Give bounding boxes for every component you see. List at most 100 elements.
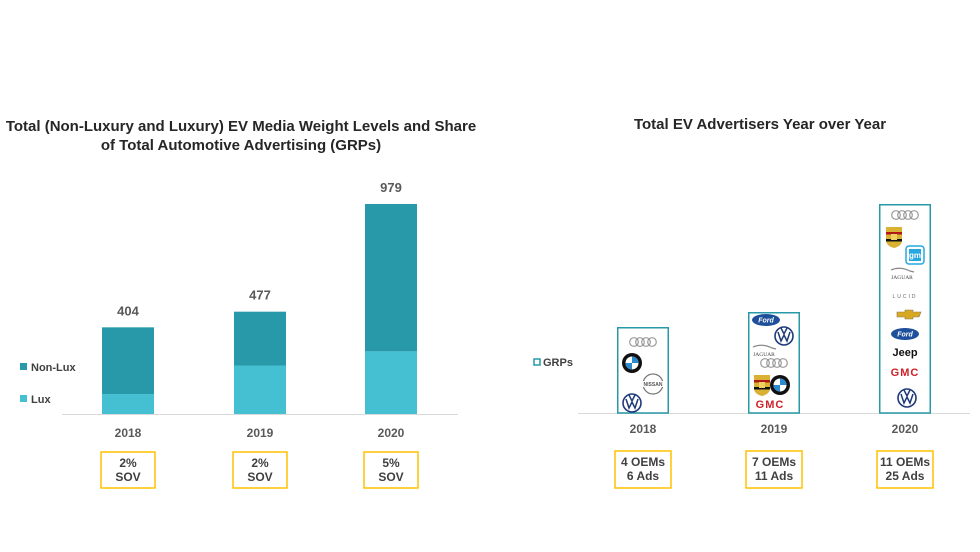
- bar-non-lux-2018: [102, 327, 154, 395]
- porsche-stripe: [886, 232, 902, 235]
- sov-percent-2019: 2%: [251, 456, 269, 470]
- porsche-logo-icon: [754, 375, 770, 396]
- jaguar-leaper: [752, 344, 777, 350]
- audi-logo-icon: [760, 358, 788, 368]
- oem-box-2020: [876, 450, 934, 489]
- oem-count-2019: 7 OEMs: [752, 455, 796, 469]
- logo-stack-2020: gm JAGUAR LUCID Ford Jeep GMC: [886, 210, 925, 408]
- porsche-stripe: [754, 387, 770, 390]
- jaguar-text: JAGUAR: [753, 352, 775, 358]
- audi-ring: [766, 358, 776, 368]
- bmw-quad: [780, 378, 787, 385]
- bar-non-lux-2019: [234, 311, 286, 366]
- left-bar-group-2019: 477 2019 2%SOV: [232, 288, 288, 489]
- advertiser-bar-2019: [748, 312, 800, 414]
- gmc-text: GMC: [891, 367, 920, 379]
- audi-ring: [647, 337, 657, 347]
- audi-ring: [903, 210, 913, 220]
- x-tick-label-2019: 2019: [247, 426, 274, 440]
- porsche-logo-icon: [886, 227, 902, 248]
- legend-label-grps: GRPs: [543, 357, 573, 369]
- left-bar-group-2018: 404 2018 2%SOV: [100, 303, 156, 489]
- audi-logo-icon: [629, 337, 657, 347]
- logo-stack-2019: Ford JAGUAR GMC: [752, 314, 794, 411]
- bmw-logo-icon: [622, 353, 642, 373]
- gmc-logo-icon: GMC: [891, 367, 920, 379]
- right-chart-title: Total EV Advertisers Year over Year: [633, 116, 887, 133]
- volkswagen-logo-icon: [622, 393, 642, 413]
- lucid-text: LUCID: [892, 294, 917, 300]
- legend-swatch-non-lux: [20, 363, 27, 370]
- x-tick-label-2019: 2019: [761, 422, 788, 436]
- oem-count-2018: 4 OEMs: [621, 455, 665, 469]
- audi-ring: [909, 210, 919, 220]
- jaguar-leaper: [890, 267, 915, 273]
- ad-count-2019: 11 Ads: [755, 469, 794, 483]
- porsche-stripe: [886, 239, 902, 242]
- bmw-quad: [625, 363, 632, 370]
- total-label-2019: 477: [249, 288, 271, 303]
- oem-count-2020: 11 OEMs: [880, 455, 930, 469]
- sov-box-2020: [363, 451, 419, 489]
- jeep-logo-icon: Jeep: [892, 347, 917, 359]
- volkswagen-logo-icon: [774, 326, 794, 346]
- legend-label-non-lux: Non-Lux: [31, 362, 76, 374]
- audi-ring: [760, 358, 770, 368]
- audi-logo-icon: [891, 210, 919, 220]
- audi-ring: [897, 210, 907, 220]
- oem-box-2019: [745, 450, 803, 489]
- ford-logo-icon: Ford: [752, 314, 780, 326]
- ad-count-2018: 6 Ads: [627, 469, 660, 483]
- lucid-logo-icon: LUCID: [892, 294, 917, 300]
- audi-ring: [629, 337, 639, 347]
- chevrolet-logo-icon: [896, 309, 922, 320]
- gmc-text: GMC: [756, 399, 785, 411]
- chevrolet-bowtie: [896, 309, 922, 320]
- bmw-quad: [773, 385, 780, 392]
- nissan-band: [641, 381, 665, 387]
- x-tick-label-2018: 2018: [630, 422, 657, 436]
- bar-lux-2020: [365, 351, 417, 414]
- bar-lux-2018: [102, 394, 154, 414]
- ford-text: Ford: [897, 332, 913, 339]
- sov-box-2019: [232, 451, 288, 489]
- nissan-text: NISSAN: [644, 382, 663, 388]
- sov-label-2020: SOV: [378, 470, 403, 484]
- bar-non-lux-2020: [365, 204, 417, 352]
- legend-swatch-grps: [533, 358, 541, 366]
- porsche-stripe: [754, 380, 770, 383]
- total-label-2020: 979: [380, 180, 402, 195]
- x-tick-label-2020: 2020: [378, 426, 405, 440]
- audi-ring: [641, 337, 651, 347]
- vw-mark: [777, 327, 791, 343]
- gm-logo-icon: gm: [905, 245, 925, 265]
- jeep-text: Jeep: [892, 347, 917, 359]
- audi-ring: [635, 337, 645, 347]
- porsche-center: [891, 234, 897, 240]
- vw-mark: [900, 389, 914, 405]
- left-bar-group-2020: 979 2020 5%SOV: [363, 180, 419, 489]
- x-tick-label-2020: 2020: [892, 422, 919, 436]
- bar-lux-2019: [234, 365, 286, 414]
- gm-fill: [909, 249, 921, 261]
- sov-label-2019: SOV: [247, 470, 272, 484]
- volkswagen-logo-icon: [897, 388, 917, 408]
- jaguar-text: JAGUAR: [891, 275, 913, 281]
- ford-text: Ford: [758, 318, 774, 325]
- audi-ring: [772, 358, 782, 368]
- x-tick-label-2018: 2018: [115, 426, 142, 440]
- sov-percent-2018: 2%: [119, 456, 137, 470]
- nissan-logo-icon: NISSAN: [641, 373, 665, 395]
- sov-box-2018: [100, 451, 156, 489]
- porsche-center: [759, 382, 765, 388]
- vw-mark: [625, 394, 639, 410]
- bmw-logo-icon: [770, 375, 790, 395]
- audi-ring: [891, 210, 901, 220]
- audi-ring: [778, 358, 788, 368]
- ford-logo-icon: Ford: [891, 328, 919, 340]
- ford-oval: [752, 314, 780, 326]
